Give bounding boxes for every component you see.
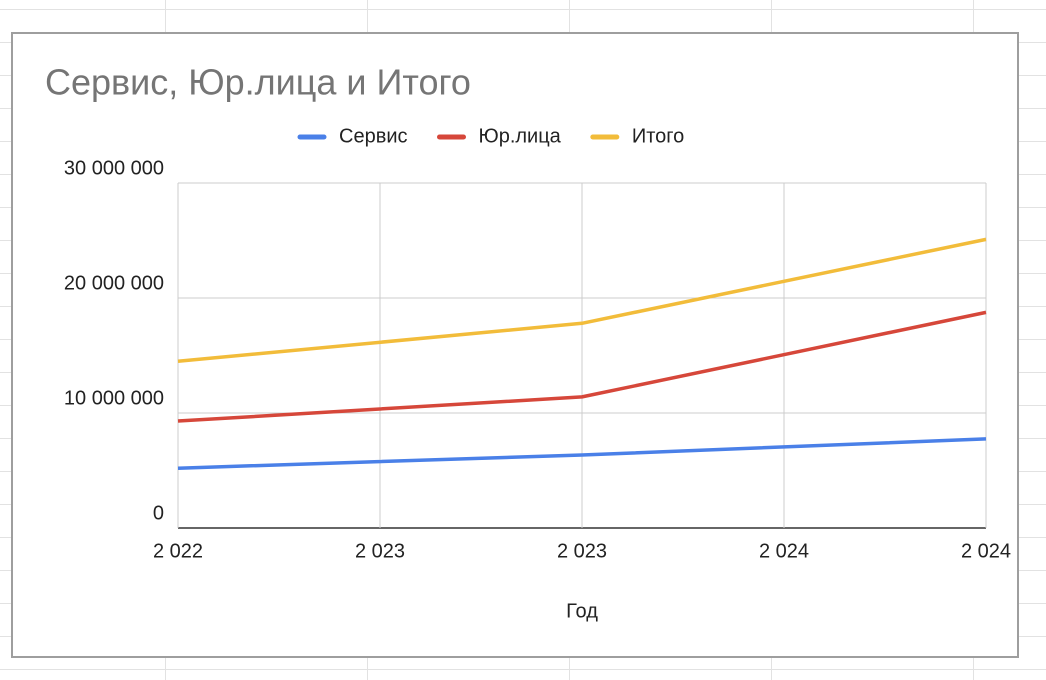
x-axis-title: Год <box>566 600 598 622</box>
legend-label: Итого <box>632 125 684 147</box>
y-tick-label: 0 <box>153 502 164 524</box>
y-tick-label: 10 000 000 <box>64 387 164 409</box>
y-tick-label: 30 000 000 <box>64 157 164 179</box>
legend-label: Сервис <box>339 125 408 147</box>
x-tick-label: 2 024 <box>759 540 809 562</box>
y-tick-label: 20 000 000 <box>64 272 164 294</box>
series-line <box>177 237 987 363</box>
chart-title: Сервис, Юр.лица и Итого <box>45 62 471 103</box>
chart-frame <box>11 32 1019 658</box>
x-tick-label: 2 023 <box>557 540 607 562</box>
series-line <box>177 437 987 470</box>
x-tick-label: 2 022 <box>153 540 203 562</box>
series-line <box>177 310 987 423</box>
x-tick-label: 2 024 <box>961 540 1011 562</box>
x-tick-label: 2 023 <box>355 540 405 562</box>
legend-label: Юр.лица <box>479 125 562 147</box>
